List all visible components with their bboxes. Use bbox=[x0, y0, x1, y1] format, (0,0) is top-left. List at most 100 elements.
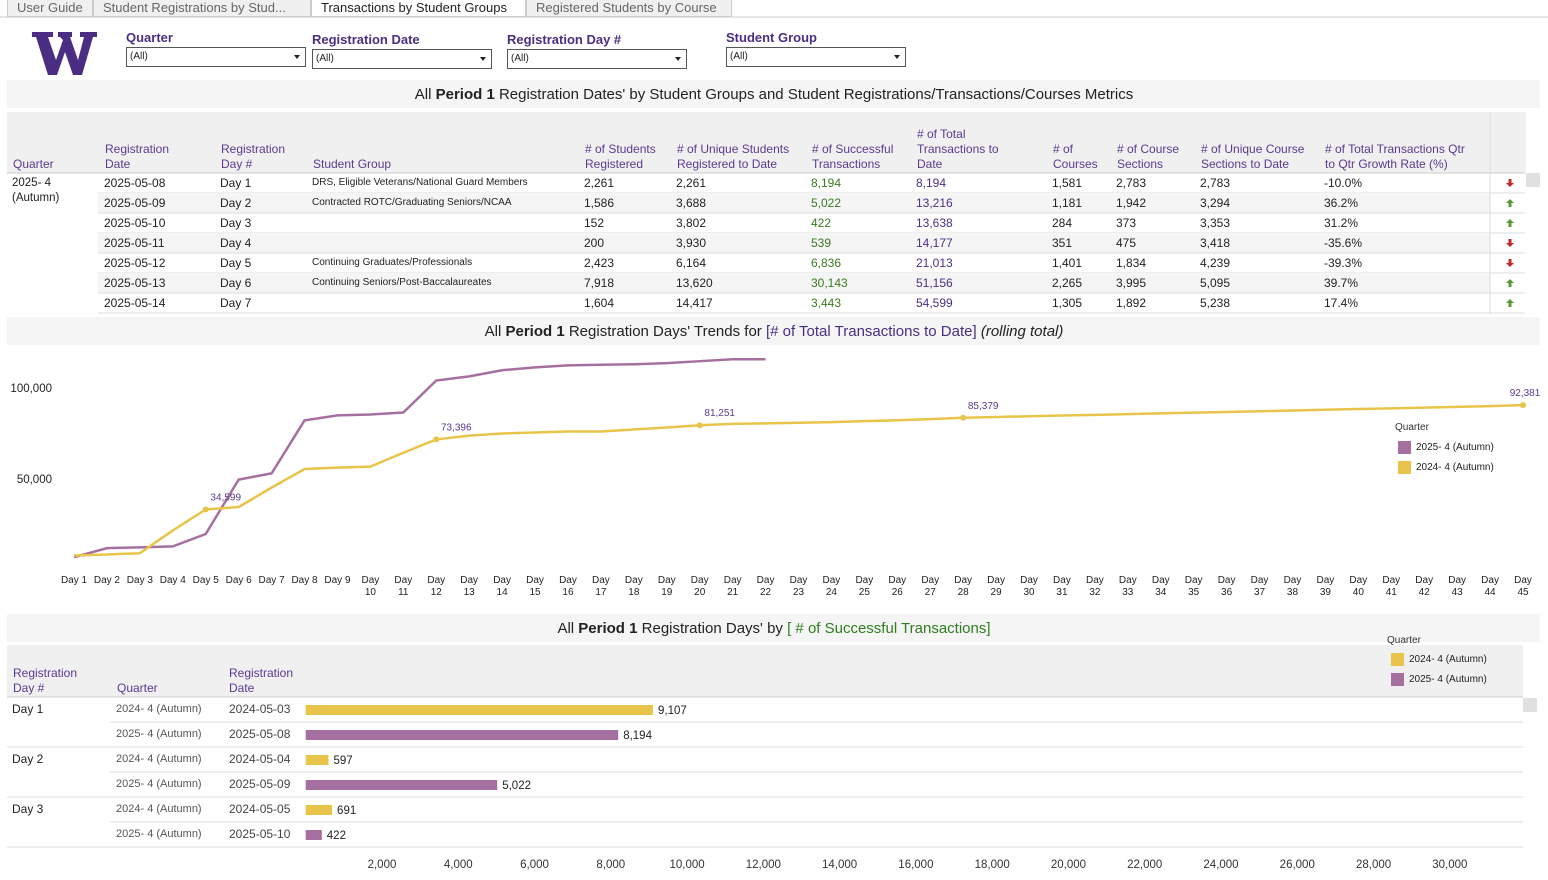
filter-dropdown[interactable]: (All) bbox=[126, 47, 306, 67]
data-label: 422 bbox=[327, 830, 346, 842]
x-tick-label: Day 33 bbox=[1118, 575, 1137, 598]
table-cell: Day 2 bbox=[220, 196, 252, 210]
table-cell: 3,353 bbox=[1200, 216, 1231, 230]
data-label: 691 bbox=[337, 805, 356, 817]
data-label: 8,194 bbox=[623, 730, 652, 742]
table-cell: 6,164 bbox=[676, 256, 707, 270]
day-label: Day 3 bbox=[12, 802, 44, 816]
x-tick-label: 30,000 bbox=[1432, 859, 1467, 871]
bar bbox=[305, 730, 619, 740]
table-cell: 2025-05-11 bbox=[104, 236, 165, 250]
table-cell: 13,216 bbox=[916, 196, 953, 210]
table-cell: 14,417 bbox=[676, 296, 713, 310]
point-marker bbox=[960, 414, 967, 421]
table-cell: 31.2% bbox=[1324, 216, 1359, 230]
bar bbox=[305, 780, 498, 790]
x-tick-label: Day 8 bbox=[291, 575, 318, 586]
date-label: 2025-05-09 bbox=[229, 777, 291, 791]
row-bg bbox=[98, 193, 1490, 213]
table-cell: 1,401 bbox=[1052, 256, 1083, 270]
table-cell: 4,239 bbox=[1200, 256, 1231, 270]
legend-swatch bbox=[1398, 461, 1411, 474]
x-tick-label: Day 36 bbox=[1217, 575, 1236, 598]
table-cell: 1,586 bbox=[584, 196, 615, 210]
day-label: Day 2 bbox=[12, 752, 44, 766]
x-tick-label: 8,000 bbox=[596, 859, 625, 871]
table-cell: 2025-05-10 bbox=[104, 216, 166, 230]
table-cell: 5,238 bbox=[1200, 296, 1231, 310]
table-cell: 36.2% bbox=[1324, 196, 1359, 210]
x-tick-label: Day 29 bbox=[987, 575, 1005, 598]
x-tick-label: Day 32 bbox=[1085, 575, 1104, 598]
x-tick-label: Day 2 bbox=[93, 575, 120, 586]
section-title: All Period 1 Registration Dates' by Stud… bbox=[0, 86, 1548, 103]
table-cell: 284 bbox=[1052, 216, 1073, 230]
table-cell: 1,181 bbox=[1052, 196, 1083, 210]
y-tick-label: 100,000 bbox=[10, 383, 52, 396]
point-marker bbox=[433, 436, 440, 443]
table-cell: 13,620 bbox=[676, 276, 713, 290]
table-cell: 6,836 bbox=[811, 256, 842, 270]
series-line bbox=[73, 403, 1524, 557]
quarter-label: 2025- 4 (Autumn) bbox=[116, 828, 202, 840]
legend-label: 2024- 4 (Autumn) bbox=[1416, 462, 1494, 473]
series-line bbox=[73, 357, 766, 559]
x-tick-label: 24,000 bbox=[1203, 859, 1238, 871]
bar bbox=[305, 705, 654, 715]
x-tick-label: Day 22 bbox=[756, 575, 775, 598]
filter-label: Student Group bbox=[726, 30, 817, 45]
trend-arrow bbox=[1506, 239, 1514, 247]
scrollbar bbox=[1523, 698, 1537, 712]
filter-label: Registration Day # bbox=[507, 32, 622, 47]
tab[interactable]: Registered Students by Course bbox=[526, 0, 732, 17]
tab[interactable]: Student Registrations by Stud... bbox=[93, 0, 311, 17]
column-header: # of Unique Course Sections to Date bbox=[1201, 142, 1305, 171]
table-cell: 3,995 bbox=[1116, 276, 1147, 290]
dropdown-arrow bbox=[894, 55, 900, 59]
title-part: All bbox=[484, 323, 502, 340]
column-header: # of Unique Students Registered to Date bbox=[677, 142, 790, 171]
filter-dropdown[interactable]: (All) bbox=[726, 47, 906, 67]
filter-dropdown[interactable]: (All) bbox=[312, 49, 492, 69]
column-header: # of Successful Transactions bbox=[812, 142, 894, 171]
table-cell: Day 3 bbox=[220, 216, 252, 230]
table-cell: 539 bbox=[811, 236, 832, 250]
column-header: Quarter bbox=[13, 157, 54, 171]
table-cell: Day 7 bbox=[220, 296, 252, 310]
section-title: All Period 1 Registration Days' by [ # o… bbox=[0, 620, 1548, 637]
filter-value: (All) bbox=[511, 53, 529, 64]
quarter-label: 2024- 4 (Autumn) bbox=[116, 753, 202, 765]
x-tick-label: Day 23 bbox=[789, 575, 808, 598]
x-tick-label: Day 5 bbox=[192, 575, 219, 586]
quarter-label: 2025- 4 (Autumn) bbox=[116, 728, 202, 740]
tab[interactable]: Transactions by Student Groups bbox=[311, 0, 526, 17]
table-cell: 2025-05-08 bbox=[104, 176, 166, 190]
table-cell: 2,261 bbox=[584, 176, 615, 190]
column-header: Quarter bbox=[117, 681, 158, 695]
x-tick-label: Day 14 bbox=[493, 575, 511, 598]
bar bbox=[305, 805, 333, 815]
filter-dropdown[interactable]: (All) bbox=[507, 49, 687, 69]
data-label: 597 bbox=[333, 755, 352, 767]
tab[interactable]: User Guide bbox=[7, 0, 93, 17]
bar bbox=[305, 830, 322, 840]
x-tick-label: 28,000 bbox=[1356, 859, 1391, 871]
x-tick-label: Day 25 bbox=[855, 575, 874, 598]
x-tick-label: Day 7 bbox=[258, 575, 285, 586]
column-header: Registration Date bbox=[229, 666, 294, 695]
table-cell: 13,638 bbox=[916, 216, 953, 230]
trend-arrow bbox=[1506, 259, 1514, 267]
x-tick-label: 10,000 bbox=[669, 859, 704, 871]
trend-arrow bbox=[1506, 199, 1514, 207]
quarter-label: 2025- 4 (Autumn) bbox=[116, 778, 202, 790]
x-tick-label: 16,000 bbox=[898, 859, 933, 871]
trend-arrow bbox=[1506, 279, 1514, 287]
legend-swatch bbox=[1391, 653, 1404, 666]
dropdown-arrow bbox=[480, 57, 486, 61]
x-tick-label: 18,000 bbox=[975, 859, 1010, 871]
x-tick-label: Day 45 bbox=[1514, 575, 1532, 598]
data-label: 9,107 bbox=[658, 705, 687, 717]
x-tick-label: Day 41 bbox=[1382, 575, 1401, 598]
table-cell: Day 5 bbox=[220, 256, 252, 270]
x-tick-label: Day 42 bbox=[1415, 575, 1434, 598]
